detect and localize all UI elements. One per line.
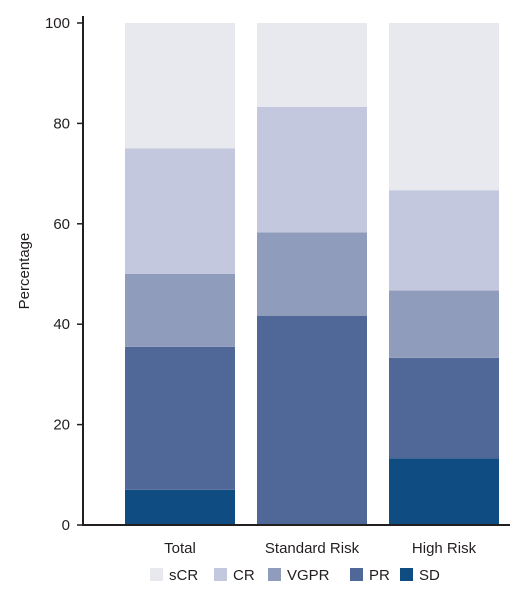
y-tick-label: 0: [62, 517, 70, 534]
bar-segment-scr-total: [125, 23, 235, 149]
legend-swatch-vgpr: [268, 568, 281, 581]
legend-label-cr: CR: [233, 567, 255, 584]
x-tick-label: Standard Risk: [265, 540, 360, 557]
y-tick-label: 100: [45, 15, 70, 32]
bar-segment-pr-standard-risk: [257, 315, 367, 525]
legend-label-sd: SD: [419, 567, 440, 584]
bar-segment-pr-total: [125, 346, 235, 490]
legend-swatch-cr: [214, 568, 227, 581]
bar-segment-cr-total: [125, 148, 235, 274]
x-tick-label: Total: [164, 540, 196, 557]
bar-segment-vgpr-standard-risk: [257, 232, 367, 316]
legend-label-pr: PR: [369, 567, 390, 584]
y-tick-label: 80: [53, 115, 70, 132]
legend-label-scr: sCR: [169, 567, 198, 584]
bar-segment-sd-high-risk: [389, 458, 499, 525]
legend-swatch-scr: [150, 568, 163, 581]
legend-swatch-pr: [350, 568, 363, 581]
bar-segment-sd-total: [125, 489, 235, 525]
y-axis-label: Percentage: [16, 233, 33, 310]
legend: sCR CR VGPR PR SD: [150, 567, 440, 584]
bar-segment-scr-standard-risk: [257, 23, 367, 107]
bars-layer: [125, 23, 499, 525]
x-tick-label: High Risk: [412, 540, 477, 557]
bar-segment-cr-standard-risk: [257, 106, 367, 233]
y-axis-ticks: 0 20 40 60 80 100: [45, 15, 83, 534]
bar-segment-cr-high-risk: [389, 190, 499, 291]
legend-label-vgpr: VGPR: [287, 567, 330, 584]
y-tick-label: 40: [53, 316, 70, 333]
legend-swatch-sd: [400, 568, 413, 581]
y-tick-label: 60: [53, 216, 70, 233]
bar-segment-pr-high-risk: [389, 357, 499, 459]
y-tick-label: 20: [53, 417, 70, 434]
bar-segment-vgpr-high-risk: [389, 290, 499, 358]
bar-segment-vgpr-total: [125, 274, 235, 347]
x-axis-ticks: Total Standard Risk High Risk: [164, 540, 476, 557]
plot-area: 0 20 40 60 80 100 Total Standard Risk High Risk: [45, 15, 510, 557]
bar-segment-scr-high-risk: [389, 23, 499, 191]
